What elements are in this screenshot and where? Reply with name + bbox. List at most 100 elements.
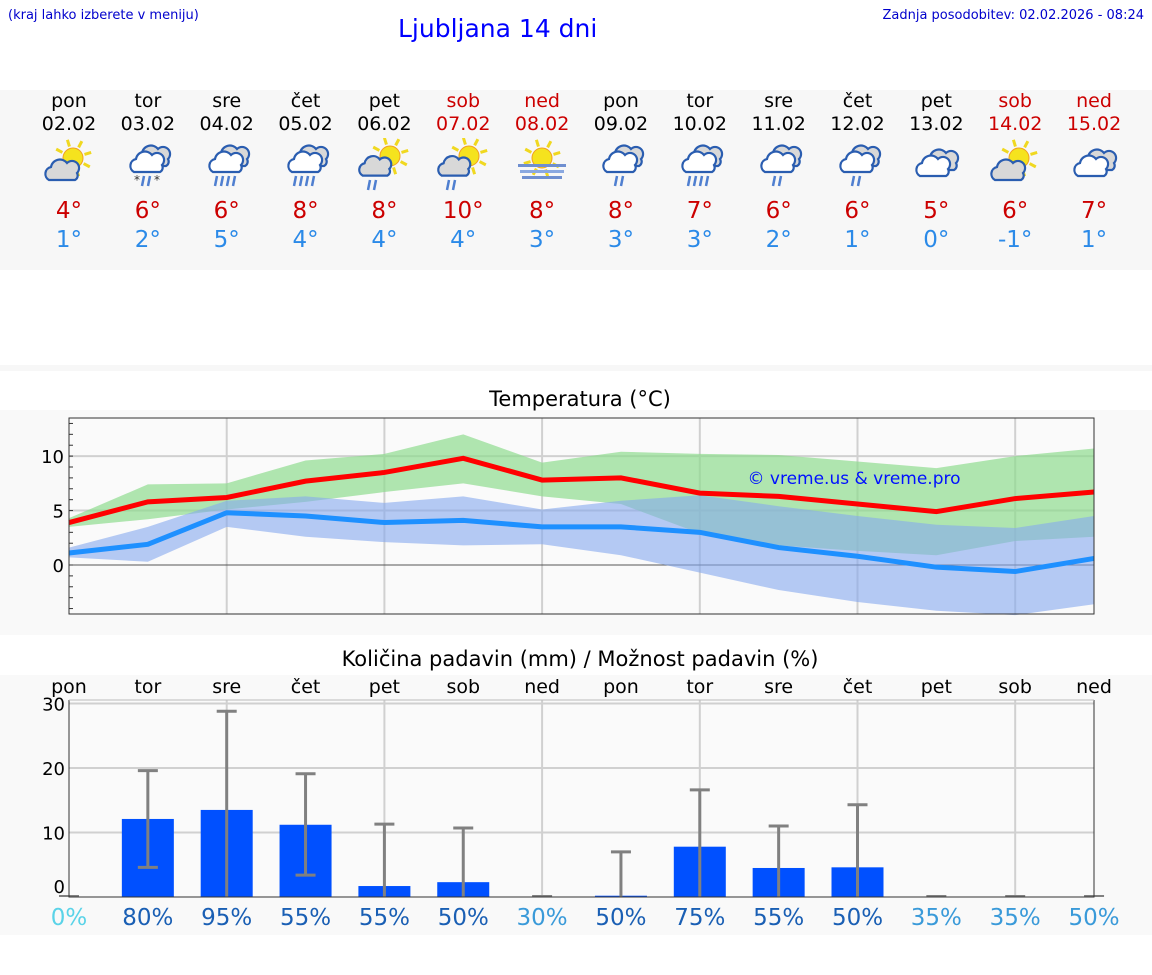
precip-probability: 50% — [437, 905, 489, 931]
min-temp: 0° — [923, 227, 950, 253]
precip-probability: 55% — [279, 905, 332, 931]
daily-forecast-panel — [0, 90, 1152, 270]
y-tick-label: 5 — [53, 502, 64, 523]
divider — [0, 365, 1152, 371]
day-name: ned — [1076, 90, 1112, 112]
precip-day-label: čet — [290, 676, 321, 698]
cloud-rain-icon — [681, 144, 723, 187]
max-temp: 6° — [844, 198, 871, 224]
day-name: ned — [524, 90, 560, 112]
day-date: 07.02 — [436, 113, 491, 135]
min-temp-line — [68, 510, 1095, 575]
min-temp-range-band — [69, 495, 1095, 616]
cloud-light-rain-icon — [838, 144, 881, 187]
max-temp: 8° — [607, 198, 634, 224]
min-temp: 2° — [765, 227, 792, 253]
min-temp: 5° — [213, 227, 240, 253]
max-temp: 8° — [371, 198, 398, 224]
day-date: 03.02 — [120, 113, 176, 135]
cloud-rain-icon — [286, 144, 329, 187]
precip-probability: 55% — [358, 905, 410, 931]
plot-frame — [68, 417, 1095, 615]
day-name: pet — [920, 90, 952, 112]
max-temp: 8° — [529, 198, 556, 224]
day-date: 04.02 — [199, 113, 254, 135]
max-temp: 6° — [1002, 198, 1029, 224]
precip-probability: 80% — [122, 905, 174, 931]
precip-day-label: pet — [920, 676, 952, 698]
min-temp: 2° — [134, 227, 161, 253]
plot-frame — [68, 700, 1095, 898]
min-temp: 1° — [1080, 227, 1108, 253]
day-date: 05.02 — [278, 113, 333, 135]
min-temp: 4° — [292, 227, 319, 253]
max-temp: 8° — [292, 198, 319, 224]
min-temp: 1° — [55, 227, 83, 253]
min-temp: 3° — [529, 227, 556, 253]
precip-day-label: sre — [212, 676, 242, 698]
watermark: © vreme.us & vreme.pro — [747, 469, 960, 489]
precip-day-label: čet — [842, 676, 873, 698]
precip-probability: 50% — [595, 905, 647, 931]
precip-day-label: tor — [134, 676, 162, 698]
min-temp: 4° — [371, 227, 398, 253]
max-temp: 10° — [442, 198, 484, 224]
last-updated: Zadnja posodobitev: 02.02.2026 - 08:24 — [882, 8, 1144, 23]
sun-cloud-rain-icon — [437, 138, 488, 191]
max-temp-line — [68, 455, 1095, 525]
day-date: 13.02 — [909, 113, 964, 135]
y-tick-label: 30 — [42, 695, 65, 716]
precip-probability: 30% — [516, 905, 568, 931]
y-tick-label: 20 — [42, 759, 65, 780]
cloudy-icon — [1073, 148, 1118, 178]
day-date: 10.02 — [672, 113, 727, 135]
partly-sunny-icon — [990, 139, 1038, 182]
y-tick-label: 10 — [41, 447, 64, 468]
page-title: Ljubljana 14 dni — [398, 14, 598, 43]
cloud-light-rain-icon — [602, 144, 645, 187]
precip-day-label: sob — [998, 676, 1032, 698]
day-date: 02.02 — [41, 113, 97, 135]
temperature-chart-title: Temperatura (°C) — [489, 387, 671, 411]
min-temp: -1° — [997, 227, 1033, 253]
precip-probability: 0% — [50, 905, 88, 931]
location-menu-hint: (kraj lahko izberete v meniju) — [8, 8, 199, 23]
precip-probability: 55% — [753, 905, 805, 931]
sun-cloud-rain-icon — [358, 138, 409, 191]
day-date: 11.02 — [751, 113, 806, 135]
precip-day-label: ned — [1076, 676, 1112, 698]
min-temp: 1° — [844, 227, 871, 253]
max-temp: 6° — [765, 198, 792, 224]
min-temp: 3° — [686, 227, 713, 253]
cloud-light-rain-icon — [759, 144, 802, 187]
day-date: 06.02 — [357, 113, 412, 135]
cloud-sleet-icon: * * — [129, 144, 171, 187]
min-temp: 3° — [607, 227, 634, 253]
day-name: pon — [603, 90, 639, 112]
precip-probability: 35% — [989, 905, 1041, 931]
precip-probability: 95% — [201, 905, 253, 931]
day-date: 09.02 — [593, 113, 649, 135]
precip-day-label: sre — [764, 676, 794, 698]
day-name: pet — [368, 90, 400, 112]
precip-day-label: sob — [446, 676, 481, 698]
day-name: pon — [51, 90, 87, 112]
max-temp: 6° — [213, 198, 240, 224]
precip-day-label: ned — [524, 676, 560, 698]
day-name: tor — [686, 90, 714, 112]
precip-day-label: pon — [603, 676, 639, 698]
y-tick-label: 10 — [42, 824, 65, 845]
day-name: sob — [446, 90, 481, 112]
day-name: čet — [842, 90, 873, 112]
day-date: 15.02 — [1066, 113, 1122, 135]
day-name: sob — [998, 90, 1032, 112]
day-name: sre — [764, 90, 794, 112]
day-name: tor — [134, 90, 162, 112]
cloudy-icon — [915, 148, 960, 178]
max-temp: 7° — [1080, 198, 1108, 224]
day-date: 14.02 — [987, 113, 1043, 135]
precip-day-label: pon — [51, 676, 87, 698]
day-date: 12.02 — [830, 113, 885, 135]
min-temp: 4° — [450, 227, 477, 253]
